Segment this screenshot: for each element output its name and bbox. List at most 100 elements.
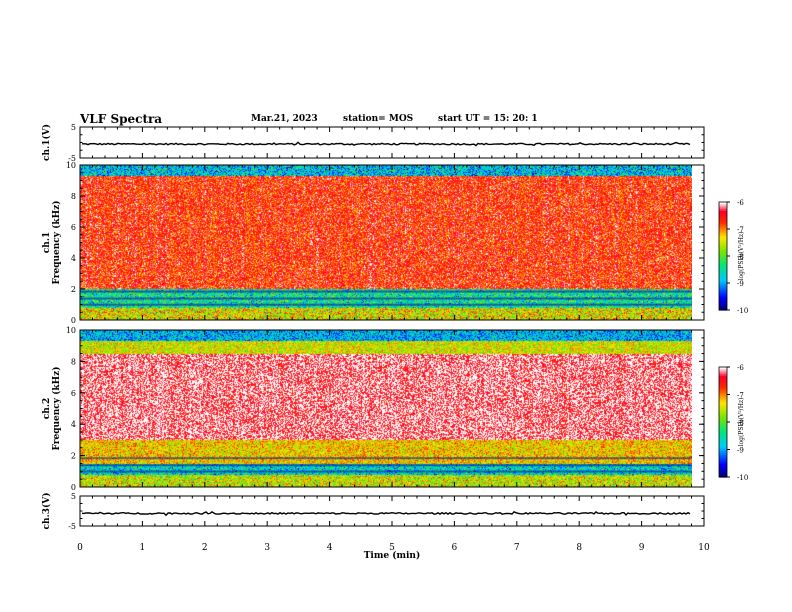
colorbar-swatch (719, 458, 727, 462)
y-tick-label: 5 (71, 492, 76, 501)
x-tick-label: 4 (327, 543, 333, 553)
colorbar-swatch (719, 403, 727, 407)
colorbar-swatch (719, 471, 727, 474)
colorbar-tick-label: -9 (737, 447, 744, 455)
colorbar-swatch (719, 438, 727, 441)
colorbar-swatch (719, 259, 727, 262)
y-tick-label: 0 (71, 483, 76, 492)
colorbar-swatch (719, 203, 727, 207)
colorbar-swatch (719, 302, 727, 306)
colorbar-swatch (719, 447, 727, 451)
colorbar-swatch (719, 420, 727, 423)
colorbar-swatch (719, 440, 727, 443)
colorbar-swatch (719, 433, 727, 436)
colorbar-tick-label: -8 (737, 419, 744, 427)
colorbar-tick-label: -6 (737, 364, 744, 372)
y-tick-label: 0 (71, 316, 76, 325)
y-tick-label: 6 (71, 223, 76, 232)
x-tick-label: 1 (140, 543, 146, 553)
colorbar-swatch (719, 394, 727, 397)
colorbar-swatch (719, 423, 727, 427)
colorbar-swatch (719, 436, 727, 440)
date-label: Mar.21, 2023 (251, 114, 318, 124)
colorbar-swatch (719, 238, 727, 241)
colorbar-swatch (719, 405, 727, 408)
colorbar-swatch (719, 368, 727, 372)
colorbar-swatch (719, 295, 727, 298)
colorbar-swatch (719, 389, 727, 392)
colorbar-swatch (719, 216, 727, 219)
colorbar-swatch (719, 442, 727, 445)
colorbar-swatch (719, 462, 727, 465)
colorbar-swatch (719, 241, 727, 244)
x-tick-label: 10 (698, 543, 710, 553)
colorbar-swatch (719, 239, 727, 243)
spectrogram-ch1 (80, 165, 692, 320)
y-tick-label: 2 (71, 285, 76, 294)
colorbar-swatch (719, 411, 727, 414)
colorbar-swatch (719, 218, 727, 221)
colorbar-swatch (719, 281, 727, 284)
colorbar-swatch (719, 272, 727, 275)
y-tick-label: 4 (71, 420, 76, 429)
colorbar-swatch (719, 293, 727, 297)
chart-title: VLF Spectra (80, 112, 163, 126)
colorbar-swatch (719, 387, 727, 390)
x-tick-label: 0 (77, 543, 83, 553)
colorbar-swatch (719, 301, 727, 304)
colorbar-swatch (719, 261, 727, 264)
y-tick-label: -5 (68, 522, 76, 531)
colorbar-tick-label: -10 (737, 474, 748, 482)
colorbar-swatch (719, 416, 727, 419)
colorbar-swatch (719, 230, 727, 234)
colorbar-swatch (719, 220, 727, 223)
colorbar-swatch (719, 372, 727, 375)
colorbar-swatch (719, 252, 727, 255)
colorbar-swatch (719, 275, 727, 279)
colorbar-swatch (719, 292, 727, 295)
colorbar-swatch (719, 409, 727, 412)
x-tick-label: 2 (202, 543, 208, 553)
y-axis-title: ch.3(V) (41, 493, 52, 530)
start-time-label: start UT = 15: 20: 1 (438, 114, 538, 124)
colorbar-tick-label: -10 (737, 307, 748, 315)
colorbar-label: log(PSD)(V²/Hz) (738, 232, 745, 281)
colorbar-swatch (719, 383, 727, 386)
colorbar-swatch (719, 400, 727, 403)
colorbar-swatch (719, 444, 727, 447)
colorbar-swatch (719, 234, 727, 237)
colorbar-swatch (719, 385, 727, 388)
colorbar-swatch (719, 232, 727, 235)
colorbar-swatch (719, 422, 727, 425)
colorbar-swatch (719, 390, 727, 394)
y-axis-title: Frequency (kHz) (51, 200, 62, 284)
x-axis-title: Time (min) (364, 550, 421, 561)
colorbar-swatch (719, 270, 727, 273)
colorbar-swatch (719, 456, 727, 460)
colorbar-swatch (719, 392, 727, 396)
colorbar-swatch (719, 211, 727, 214)
colorbar-swatch (719, 467, 727, 471)
colorbar-swatch (719, 212, 727, 216)
colorbar-swatch (719, 265, 727, 268)
colorbar-swatch (719, 431, 727, 434)
y-tick-label: 2 (71, 452, 76, 461)
colorbar-swatch (719, 225, 727, 228)
x-tick-label: 6 (452, 543, 458, 553)
colorbar-swatch (719, 401, 727, 405)
colorbar-swatch (719, 214, 727, 217)
panel-channel-label: ch.2 (42, 398, 52, 419)
colorbar-swatch (719, 284, 727, 288)
spectrogram-ch2 (80, 330, 692, 487)
waveform-trace-ch3v (81, 510, 691, 517)
colorbar-swatch (719, 412, 727, 416)
colorbar-swatch (719, 398, 727, 401)
colorbar-swatch (719, 277, 727, 280)
colorbar-swatch (719, 288, 727, 291)
x-tick-label: 7 (514, 543, 520, 553)
colorbar-swatch (719, 453, 727, 456)
y-tick-label: 6 (71, 389, 76, 398)
colorbar-swatch (719, 209, 727, 212)
y-tick-label: 8 (71, 357, 76, 366)
